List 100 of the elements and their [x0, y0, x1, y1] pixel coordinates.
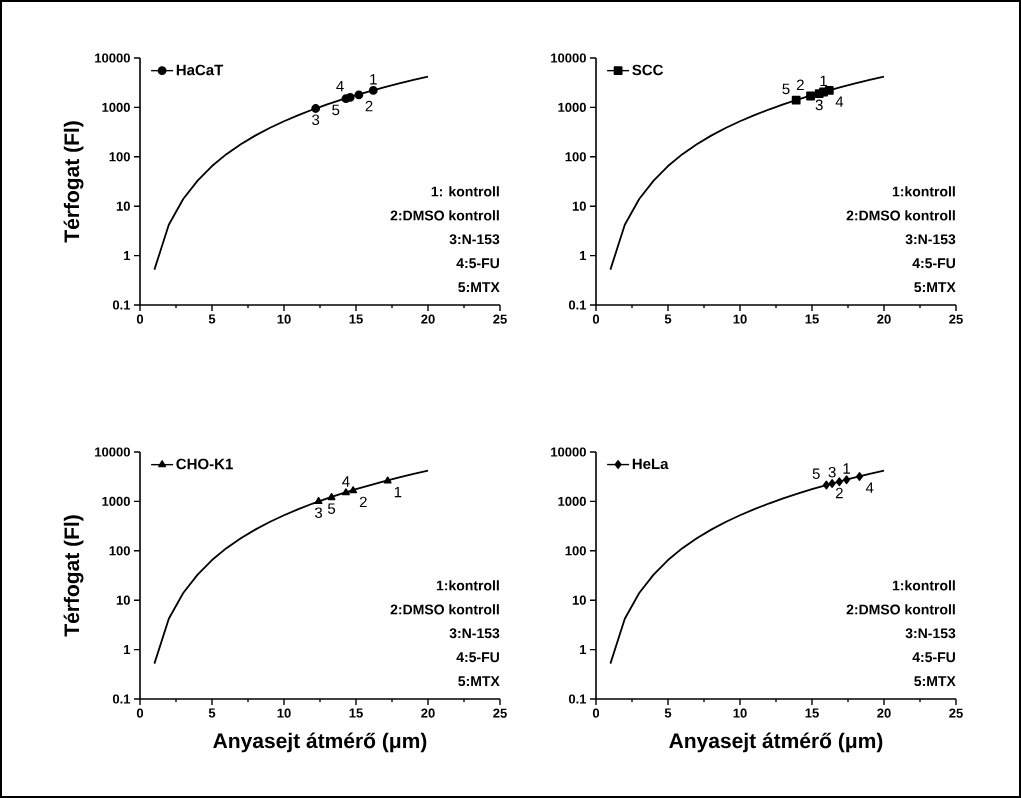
point — [311, 104, 321, 113]
annotation: 5:MTX — [914, 676, 956, 687]
y-tick-label: 10 — [572, 595, 586, 605]
x-tick-label: 5 — [208, 708, 216, 718]
annotation: 2:DMSO kontroll — [846, 210, 955, 221]
annotation: 1 — [843, 463, 850, 474]
y-tick-label: 1 — [124, 251, 131, 261]
annotation: 2 — [365, 100, 373, 112]
annotation: 2:DMSO kontroll — [846, 604, 955, 615]
y-tick-label: 10 — [572, 201, 586, 211]
annotation: 5 — [812, 468, 820, 479]
y-tick-label: 100 — [565, 546, 586, 556]
point — [354, 90, 364, 100]
x-tick-label: 15 — [349, 314, 363, 324]
x-tick-label: 10 — [277, 708, 291, 718]
x-tick-label: 25 — [949, 314, 963, 324]
annotation: 2 — [835, 487, 843, 499]
annotation: 1 — [820, 75, 827, 86]
legend-label: HaCaT — [176, 64, 224, 76]
y-tick-label: 1 — [124, 645, 131, 655]
annotation: 5:MTX — [458, 282, 500, 293]
y-tick-label: 100 — [109, 152, 130, 162]
y-tick-label: 1000 — [102, 496, 130, 506]
y-tick-label: 0.1 — [568, 300, 587, 310]
y-tick-label: 10 — [116, 595, 130, 605]
point — [314, 496, 323, 505]
x-tick-label: 25 — [493, 314, 507, 324]
point — [368, 86, 378, 95]
point — [835, 477, 843, 487]
point — [383, 476, 392, 484]
point — [855, 472, 864, 481]
y-axis-title: Térfogat (Fl) — [63, 515, 84, 637]
point — [349, 486, 358, 494]
annotation: 5 — [782, 83, 790, 95]
x-tick-label: 10 — [733, 708, 747, 718]
y-tick-label: 100 — [109, 546, 130, 556]
y-tick-label: 10 — [116, 201, 130, 211]
annotation: 2 — [359, 496, 367, 508]
x-tick-label: 10 — [277, 314, 291, 324]
annotation: 4 — [835, 96, 844, 107]
annotation: 3 — [314, 507, 323, 518]
y-tick-label: 10000 — [551, 447, 586, 457]
x-tick-label: 5 — [664, 314, 672, 324]
x-tick-label: 0 — [592, 708, 600, 718]
legend-label: HeLa — [632, 458, 669, 470]
x-tick-label: 0 — [136, 314, 144, 324]
y-tick-label: 1 — [580, 645, 587, 655]
x-tick-label: 25 — [949, 708, 963, 718]
y-tick-label: 10000 — [95, 447, 130, 457]
x-tick-label: 20 — [421, 314, 435, 324]
annotation: 1:kontroll — [892, 580, 955, 591]
annotation: 3 — [815, 99, 823, 111]
annotation: 2:DMSO kontroll — [390, 604, 499, 615]
x-tick-label: 15 — [349, 708, 363, 718]
y-axis-title: Térfogat (Fl) — [63, 121, 84, 243]
annotation: 2:DMSO kontroll — [390, 210, 499, 221]
x-axis-title: Anyasejt átmérő (μm) — [669, 732, 883, 753]
y-tick-label: 1000 — [102, 102, 130, 112]
annotation: 4:5-FU — [456, 652, 499, 663]
annotation: 4:5-FU — [456, 258, 499, 269]
annotation: 4:5-FU — [912, 258, 955, 269]
y-tick-label: 1 — [580, 251, 587, 261]
point — [828, 479, 836, 488]
annotation: 1:kontroll — [892, 186, 955, 197]
annotation: 4:5-FU — [912, 652, 955, 663]
annotation: 4 — [342, 476, 350, 487]
annotation: 3:N-153 — [905, 628, 956, 639]
x-tick-label: 15 — [805, 314, 819, 324]
annotation: 4 — [336, 80, 344, 92]
y-tick-label: 10000 — [95, 53, 130, 63]
y-tick-label: 1000 — [558, 496, 586, 506]
legend-label: CHO-K1 — [176, 458, 233, 470]
y-tick-label: 0.1 — [568, 694, 587, 704]
annotation: 3:N-153 — [905, 234, 956, 245]
annotation: 5 — [327, 503, 336, 514]
x-tick-label: 20 — [877, 314, 891, 324]
x-tick-label: 20 — [421, 708, 435, 718]
annotation: 3 — [828, 466, 836, 478]
x-tick-label: 20 — [877, 708, 891, 718]
y-tick-label: 0.1 — [112, 694, 131, 704]
annotation: 1 — [394, 486, 402, 498]
x-tick-label: 5 — [664, 708, 672, 718]
annotation: 3 — [312, 114, 320, 126]
annotation: 3:N-153 — [449, 628, 500, 639]
annotation: 2 — [796, 79, 804, 91]
y-tick-label: 10000 — [551, 53, 586, 63]
y-tick-label: 1000 — [558, 102, 586, 112]
x-tick-label: 5 — [208, 314, 216, 324]
annotation: 5:MTX — [458, 676, 500, 687]
annotation: 1 — [370, 74, 377, 85]
x-axis-title: Anyasejt átmérő (μm) — [213, 732, 427, 753]
legend-label: SCC — [632, 64, 664, 76]
x-tick-label: 10 — [733, 314, 747, 324]
annotation: 5 — [332, 104, 340, 116]
annotation: 4 — [865, 482, 874, 493]
point — [341, 488, 350, 496]
point — [341, 94, 351, 104]
y-tick-label: 100 — [565, 152, 586, 162]
point — [843, 475, 851, 485]
annotation: 1:kontroll — [436, 580, 499, 591]
